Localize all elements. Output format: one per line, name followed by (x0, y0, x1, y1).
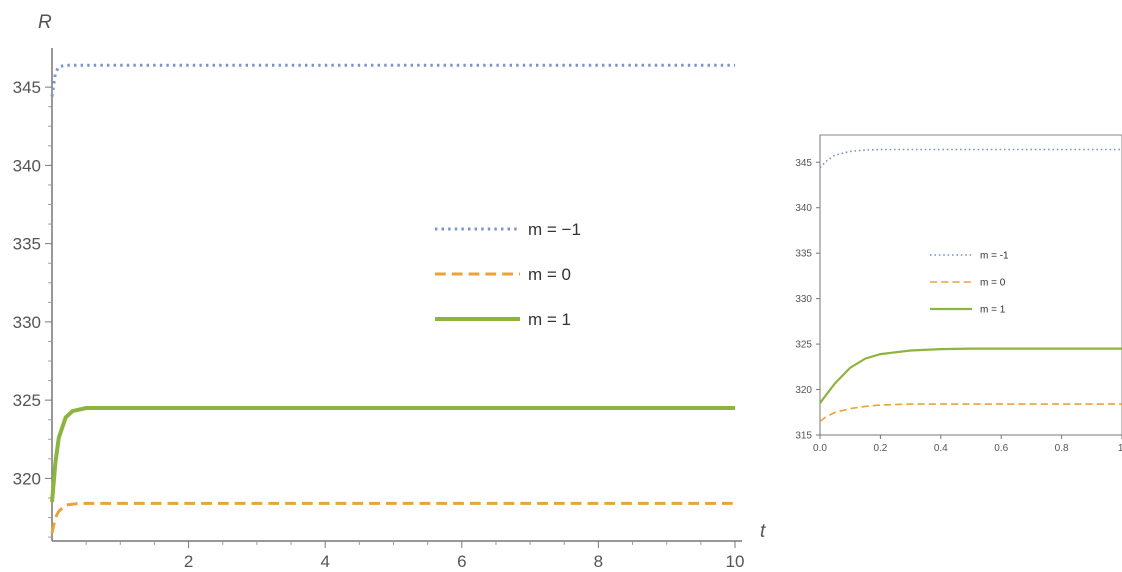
y-tick-label: 330 (13, 313, 41, 332)
series-line-3 (50, 406, 735, 503)
y-tick-label: 320 (795, 385, 812, 396)
y-tick-label: 335 (13, 235, 41, 254)
legend-label-1: m = −1 (528, 220, 581, 239)
x-axis-label: t (760, 521, 766, 542)
x-tick-label: 8 (594, 552, 603, 571)
x-tick-label: 0.8 (1055, 443, 1069, 454)
x-tick-label: 0.0 (813, 443, 827, 454)
x-tick-label: 1. (1118, 443, 1122, 454)
y-tick-label: 335 (795, 249, 812, 260)
legend-label-2: m = 0 (528, 265, 571, 284)
y-tick-label: 320 (13, 469, 41, 488)
legend-label-1: m = -1 (980, 251, 1009, 262)
y-tick-label: 315 (795, 431, 812, 442)
inset-chart: 0.0 0.2 0.4 0.6 0.8 1. 315 320 325 330 335 340 345 m … (795, 134, 1122, 454)
x-tick-label: 4 (320, 552, 329, 571)
legend-label-3: m = 1 (528, 310, 571, 329)
x-tick-label: 0.2 (873, 443, 887, 454)
x-tick-label: 0.4 (934, 443, 948, 454)
y-tick-label: 345 (795, 158, 812, 169)
x-tick-label: 0.6 (994, 443, 1008, 454)
x-tick-label: 2 (184, 552, 193, 571)
y-tick-label: 330 (795, 294, 812, 305)
legend-label-2: m = 0 (980, 278, 1006, 289)
legend-label-3: m = 1 (980, 305, 1006, 316)
y-axis-label: R (38, 12, 52, 33)
main-chart: 2 4 6 8 10 320 325 330 335 340 345 t Rm = −1 m = 0 m =… (13, 12, 766, 571)
series-line-2 (50, 501, 735, 534)
series-line-3 (819, 347, 1122, 404)
y-tick-label: 345 (13, 78, 41, 97)
series-line-2 (819, 403, 1122, 423)
y-tick-label: 325 (13, 391, 41, 410)
plot-frame (819, 134, 1122, 436)
x-tick-label: 10 (726, 552, 745, 571)
y-tick-label: 340 (795, 203, 812, 214)
y-tick-label: 325 (795, 340, 812, 351)
series-line-1 (819, 148, 1122, 169)
series-line-1 (50, 63, 735, 97)
y-tick-label: 340 (13, 156, 41, 175)
x-tick-label: 6 (457, 552, 466, 571)
